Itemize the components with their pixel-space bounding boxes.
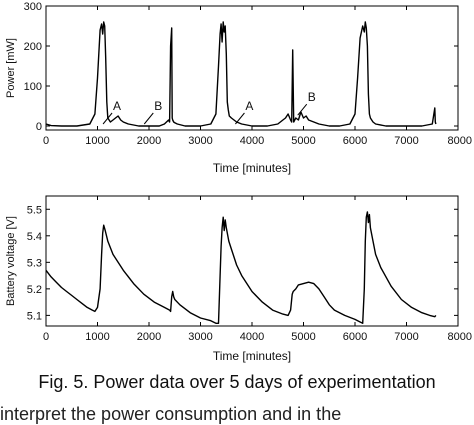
power-annotation-arrow (297, 103, 308, 116)
power-ytick-label: 0 (36, 121, 42, 133)
power-ytick-label: 200 (24, 41, 42, 53)
power-series-line (45, 21, 437, 127)
power-annotation-label: B (308, 90, 316, 104)
power-xtick-label: 6000 (343, 135, 367, 147)
power-annotation-arrow (235, 112, 245, 125)
power-annotation-label: A (245, 99, 253, 113)
power-xlabel: Time [minutes] (213, 161, 291, 175)
power-xtick-label: 7000 (394, 135, 418, 147)
power-xtick-label: 8000 (448, 135, 472, 147)
voltage-ytick-label: 5.3 (27, 257, 42, 269)
voltage-ytick-label: 5.1 (27, 310, 42, 322)
power-ylabel: Power [mW] (5, 38, 17, 98)
voltage-xtick-label: 6000 (343, 331, 367, 343)
figure-caption: Fig. 5. Power data over 5 days of experi… (38, 372, 436, 392)
voltage-xtick-label: 1000 (85, 331, 109, 343)
voltage-xtick-label: 0 (43, 331, 49, 343)
voltage-ytick-label: 5.5 (27, 204, 42, 216)
power-annotation-label: B (154, 99, 162, 113)
power-annotation-arrow (102, 112, 113, 125)
voltage-xtick-label: 3000 (188, 331, 212, 343)
voltage-series-line (45, 211, 437, 324)
power-xtick-label: 1000 (85, 135, 109, 147)
voltage-xtick-label: 4000 (240, 331, 264, 343)
power-chart: 0 1000 2000 3000 4000 5000 6000 7000 8000 0 100 200… (5, 1, 472, 175)
power-ytick-label: 300 (24, 1, 42, 13)
voltage-axes-box (45, 195, 459, 327)
voltage-xtick-label: 8000 (448, 331, 472, 343)
voltage-ytick-label: 5.2 (27, 284, 42, 296)
voltage-xlabel: Time [minutes] (213, 349, 291, 363)
power-xtick-label: 5000 (291, 135, 315, 147)
voltage-xtick-label: 7000 (394, 331, 418, 343)
power-xtick-label: 4000 (240, 135, 264, 147)
voltage-chart: 0 1000 2000 3000 4000 5000 6000 7000 8000 5.1 5.2 5… (5, 195, 472, 363)
voltage-xtick-label: 2000 (137, 331, 161, 343)
voltage-ylabel: Battery voltage [V] (5, 216, 17, 306)
figure-svg: 0 1000 2000 3000 4000 5000 6000 7000 80000100200… (5, 1, 472, 363)
power-xtick-label: 3000 (188, 135, 212, 147)
power-annotation-label: A (113, 99, 121, 113)
power-xtick-label: 2000 (137, 135, 161, 147)
power-annotation-arrow (143, 112, 154, 125)
power-ytick-label: 100 (24, 81, 42, 93)
power-xtick-label: 0 (43, 135, 49, 147)
voltage-xtick-label: 5000 (291, 331, 315, 343)
voltage-ytick-label: 5.4 (27, 231, 42, 243)
body-text-fragment: interpret the power consumption and in t… (0, 404, 342, 424)
